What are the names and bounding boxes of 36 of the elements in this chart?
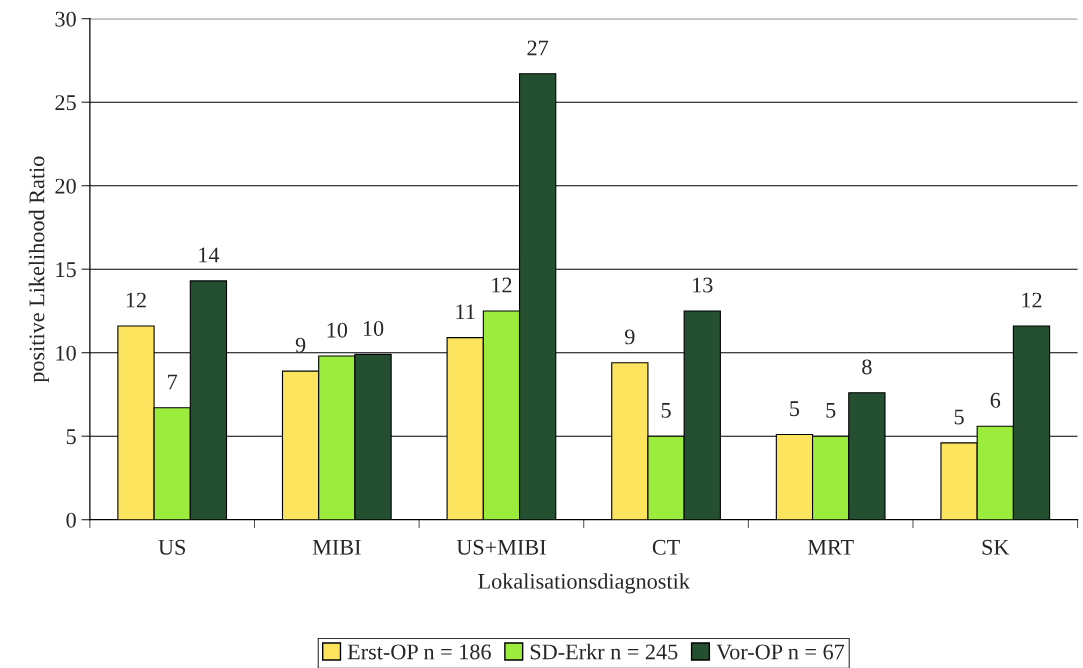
- data-label: 11: [456, 304, 475, 320]
- data-label: 5: [790, 401, 800, 417]
- y-axis-title: positive Likelihood Ratio: [28, 156, 49, 383]
- x-tick-label: US: [158, 539, 186, 555]
- data-label: 12: [492, 277, 512, 293]
- y-tick-label: 30: [55, 11, 76, 27]
- legend-label: Erst-OP n = 186: [347, 644, 491, 660]
- data-label: 12: [1022, 292, 1042, 308]
- data-label: 14: [199, 247, 220, 263]
- data-label: 8: [862, 359, 872, 375]
- data-label: 12: [126, 292, 146, 308]
- x-axis-title: Lokalisationsdiagnostik: [478, 573, 690, 594]
- legend-label: SD-Erkr n = 245: [530, 643, 678, 660]
- y-tick-label: 5: [66, 429, 76, 445]
- y-tick-label: 0: [66, 512, 76, 528]
- data-label: 13: [693, 277, 713, 293]
- data-label: 10: [327, 322, 348, 338]
- x-tick-label: MRT: [807, 540, 854, 555]
- y-tick-label: 10: [56, 345, 76, 361]
- x-tick-label: MIBI: [312, 540, 361, 555]
- data-label: 5: [954, 409, 964, 425]
- data-label: 27: [527, 40, 549, 56]
- legend-label: Vor-OP n = 67: [716, 644, 845, 660]
- data-label: 9: [295, 337, 306, 353]
- y-tick-label: 20: [55, 178, 76, 194]
- data-label: 5: [826, 403, 836, 418]
- data-label: 10: [363, 320, 384, 336]
- y-tick-label: 25: [55, 95, 76, 111]
- data-label: 5: [661, 403, 671, 418]
- data-label: 6: [990, 392, 1001, 408]
- data-label: 9: [624, 329, 635, 345]
- x-tick-label: CT: [652, 539, 680, 555]
- x-tick-label: SK: [982, 539, 1010, 555]
- y-tick-label: 15: [56, 262, 76, 278]
- x-tick-label: US+MIBI: [456, 539, 546, 555]
- data-label: 7: [168, 374, 178, 390]
